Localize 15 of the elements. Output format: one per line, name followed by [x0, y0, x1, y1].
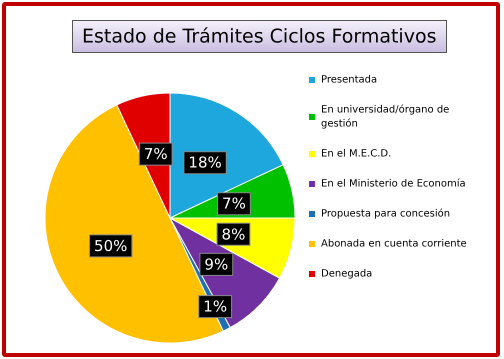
data-label: 7% [222, 194, 246, 213]
chart-title: Estado de Trámites Ciclos Formativos [82, 26, 436, 48]
legend-label: En universidad/órgano de gestión [321, 104, 452, 130]
legend-label: Abonada en cuenta corriente [321, 238, 467, 250]
data-label: 8% [222, 225, 246, 244]
data-label: 9% [204, 255, 228, 274]
data-label: 7% [144, 145, 168, 164]
data-label: 18% [188, 154, 222, 172]
legend-label: En el Ministerio de Economía [321, 178, 466, 190]
legend-label: Propuesta para concesión [321, 208, 450, 220]
data-label: 1% [203, 298, 228, 316]
legend-label: Denegada [321, 268, 372, 280]
data-label: 50% [94, 236, 128, 255]
legend-label: Presentada [321, 74, 378, 86]
legend-label: En el M.E.C.D. [321, 148, 392, 160]
